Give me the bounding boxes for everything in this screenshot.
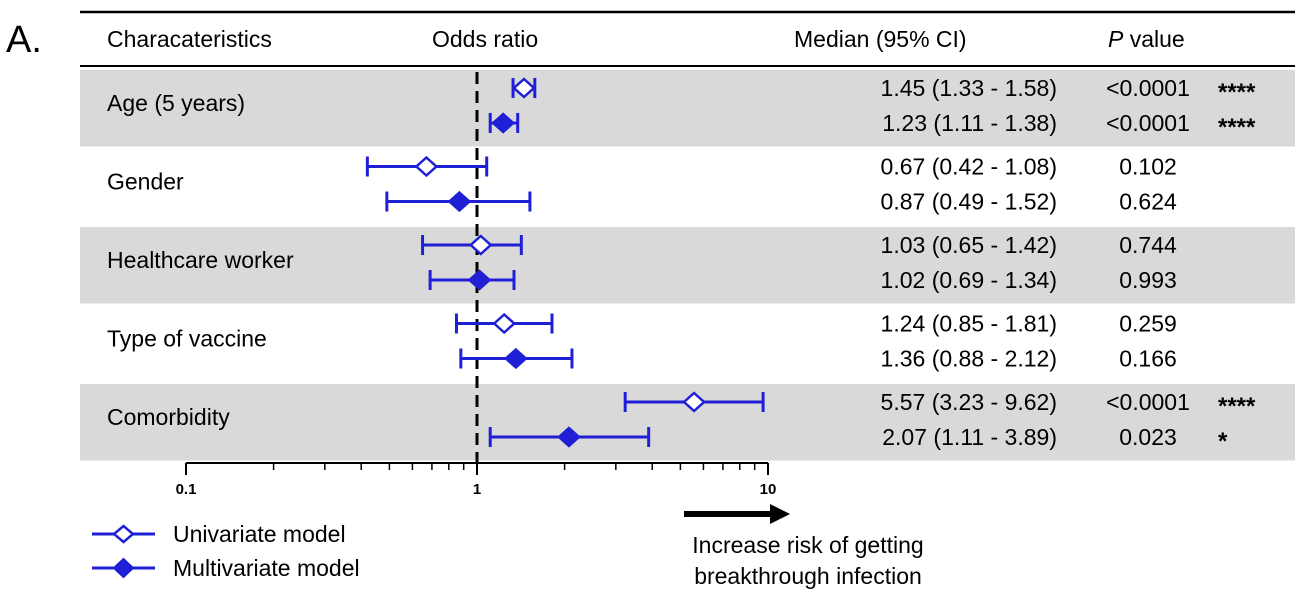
row-label-comorbidity: Comorbidity <box>107 404 230 430</box>
risk-annotation: Increase risk of getting breakthrough in… <box>684 504 924 589</box>
header-characteristics: Characateristics <box>107 26 272 52</box>
filled-diamond-multivariate-comorbidity <box>557 426 581 448</box>
median-ci-univariate-healthcare-worker: 1.03 (0.65 - 1.42) <box>881 232 1057 258</box>
risk-arrow-head <box>770 504 790 524</box>
forest-rows: Age (5 years)1.45 (1.33 - 1.58) <0.0001 **… <box>107 75 1256 455</box>
filled-diamond-multivariate-healthcare-worker <box>467 269 492 291</box>
row-label-gender: Gender <box>107 169 184 195</box>
row-label-age-5-years: Age (5 years) <box>107 90 245 116</box>
median-ci-multivariate-gender: 0.87 (0.49 - 1.52) <box>881 189 1057 215</box>
legend-multivariate: Multivariate model <box>92 555 360 581</box>
median-ci-multivariate-healthcare-worker: 1.02 (0.69 - 1.34) <box>881 267 1057 293</box>
row-backgrounds <box>80 70 1295 461</box>
header-p-rest: value <box>1123 26 1184 52</box>
p-value-multivariate-healthcare-worker: 0.993 <box>1119 267 1177 293</box>
significance-multivariate-comorbidity: * <box>1218 428 1228 455</box>
legend-multivariate-filled-diamond <box>112 557 135 579</box>
median-ci-univariate-age-5-years: 1.45 (1.33 - 1.58) <box>881 75 1057 101</box>
p-value-multivariate-age-5-years: <0.0001 <box>1106 110 1190 136</box>
row-shade-healthcare-worker <box>80 227 1295 304</box>
open-diamond-univariate-healthcare-worker <box>468 234 493 256</box>
row-age-5-years: Age (5 years) 1.45 (1.33 - 1.58) <0.0001 **… <box>107 75 1256 141</box>
p-value-multivariate-gender: 0.624 <box>1119 189 1177 215</box>
p-value-univariate-gender: 0.102 <box>1119 154 1177 180</box>
legend-univariate-open-diamond <box>112 524 135 544</box>
significance-univariate-comorbidity: **** <box>1218 393 1256 420</box>
p-value-multivariate-type-of-vaccine: 0.166 <box>1119 346 1177 372</box>
row-healthcare-worker: Healthcare worker 1.03 (0.65 - 1.42) 0.744… <box>107 232 1177 293</box>
row-label-type-of-vaccine: Type of vaccine <box>107 326 267 352</box>
x-tick-label-2: 10 <box>760 481 777 498</box>
row-type-of-vaccine: Type of vaccine 1.24 (0.85 - 1.81) 0.259 1.… <box>107 311 1177 372</box>
p-value-univariate-comorbidity: <0.0001 <box>1106 389 1190 415</box>
header-p-value: P value <box>1108 26 1185 52</box>
open-diamond-univariate-age-5-years <box>512 77 536 99</box>
p-value-multivariate-comorbidity: 0.023 <box>1119 424 1177 450</box>
open-diamond-univariate-comorbidity <box>682 391 706 413</box>
median-ci-univariate-type-of-vaccine: 1.24 (0.85 - 1.81) <box>881 311 1057 337</box>
filled-diamond-multivariate-type-of-vaccine <box>503 347 528 370</box>
legend-univariate: Univariate model <box>92 521 346 547</box>
median-ci-univariate-gender: 0.67 (0.42 - 1.08) <box>881 154 1057 180</box>
legend-univariate-label: Univariate model <box>173 521 346 547</box>
x-axis: 0.1 1 10 <box>176 462 777 498</box>
row-gender: Gender 0.67 (0.42 - 1.08) 0.102 0.87 (0.49 … <box>107 154 1177 215</box>
row-label-healthcare-worker: Healthcare worker <box>107 247 294 273</box>
median-ci-univariate-comorbidity: 5.57 (3.23 - 9.62) <box>881 389 1057 415</box>
median-ci-multivariate-comorbidity: 2.07 (1.11 - 3.89) <box>882 424 1057 450</box>
legend-multivariate-label: Multivariate model <box>173 555 360 581</box>
median-ci-multivariate-age-5-years: 1.23 (1.11 - 1.38) <box>882 110 1057 136</box>
open-diamond-univariate-type-of-vaccine <box>492 312 517 335</box>
row-shade-age-5-years <box>80 70 1295 147</box>
p-value-univariate-type-of-vaccine: 0.259 <box>1119 311 1177 337</box>
header-odds-ratio: Odds ratio <box>432 26 538 52</box>
header-p-italic: P <box>1108 26 1124 52</box>
p-value-univariate-healthcare-worker: 0.744 <box>1119 232 1177 258</box>
legend: Univariate model Multivariate model <box>92 521 360 581</box>
header-median-ci: Median (95% CI) <box>794 26 967 52</box>
open-diamond-univariate-gender <box>414 155 439 178</box>
risk-annotation-line1: Increase risk of getting <box>692 532 923 558</box>
row-shade-comorbidity <box>80 384 1295 461</box>
significance-univariate-age-5-years: **** <box>1218 79 1256 106</box>
panel-label: A. <box>6 19 42 61</box>
x-tick-label-1: 1 <box>473 481 481 498</box>
significance-multivariate-age-5-years: **** <box>1218 114 1256 141</box>
median-ci-multivariate-type-of-vaccine: 1.36 (0.88 - 2.12) <box>881 346 1057 372</box>
filled-diamond-multivariate-age-5-years <box>491 112 516 134</box>
p-value-univariate-age-5-years: <0.0001 <box>1106 75 1190 101</box>
risk-annotation-line2: breakthrough infection <box>694 563 922 589</box>
x-tick-label-0: 0.1 <box>176 481 197 498</box>
filled-diamond-multivariate-gender <box>447 190 472 213</box>
